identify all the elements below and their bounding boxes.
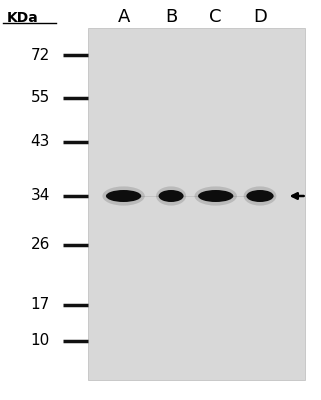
Ellipse shape — [246, 190, 273, 202]
Text: A: A — [117, 8, 130, 26]
Text: 10: 10 — [30, 333, 50, 348]
Text: 34: 34 — [30, 188, 50, 204]
Text: 72: 72 — [30, 48, 50, 63]
Ellipse shape — [106, 190, 141, 202]
Ellipse shape — [102, 186, 145, 206]
Ellipse shape — [244, 186, 276, 206]
Ellipse shape — [195, 186, 237, 206]
Text: 26: 26 — [30, 237, 50, 252]
Text: 17: 17 — [30, 297, 50, 312]
Bar — [88, 28, 305, 380]
Text: KDa: KDa — [6, 11, 38, 25]
Ellipse shape — [198, 190, 233, 202]
Text: B: B — [165, 8, 177, 26]
Text: C: C — [210, 8, 222, 26]
Ellipse shape — [159, 190, 184, 202]
Text: 43: 43 — [30, 134, 50, 150]
Text: 55: 55 — [30, 90, 50, 106]
Ellipse shape — [156, 186, 186, 206]
Text: D: D — [253, 8, 267, 26]
